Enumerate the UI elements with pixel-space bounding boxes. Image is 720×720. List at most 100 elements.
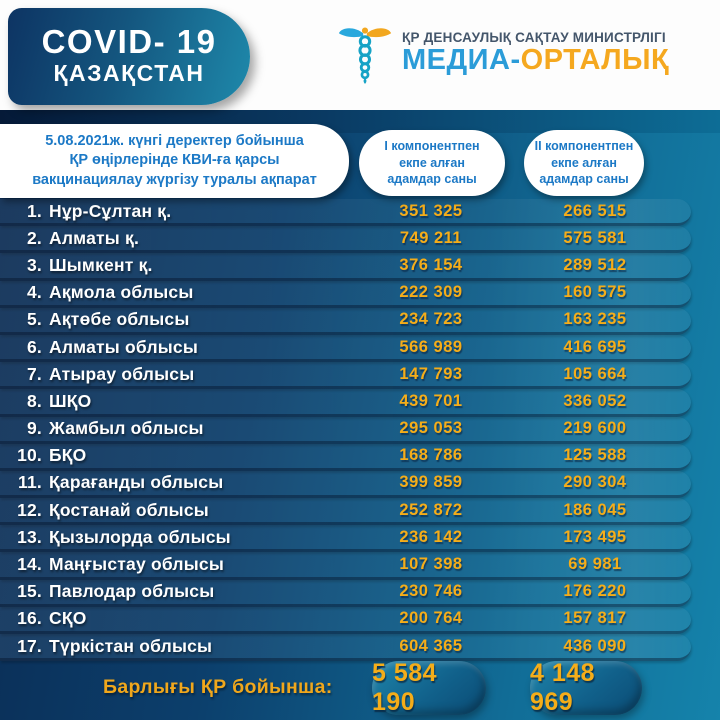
region-name: Жамбыл облысы	[49, 418, 204, 439]
covid19-kazakhstan-badge: COVID- 19 ҚАЗАҚСТАН	[8, 8, 250, 105]
region-number: 11.	[18, 472, 42, 493]
dose1-value: 749 211	[399, 228, 463, 247]
column-header-dose2: II компонентпен екпе алған адамдар саны	[524, 130, 644, 196]
dose1-value: 236 142	[399, 527, 463, 546]
dose2-value: 266 515	[563, 201, 627, 220]
total-dose1-pill: 5 584 190	[372, 659, 486, 716]
total-dose2-pill: 4 148 969	[530, 659, 642, 716]
region-number: 12.	[17, 499, 42, 520]
column-header-dose1-line2: екпе алған	[399, 155, 465, 170]
region-number: 6.	[27, 336, 42, 357]
region-number: 13.	[17, 526, 42, 547]
region-name: Атырау облысы	[49, 363, 195, 384]
column-header-dose1-line3: адамдар саны	[387, 172, 477, 187]
region-number: 9.	[27, 418, 42, 439]
region-number: 7.	[27, 363, 42, 384]
dose1-value: 376 154	[399, 255, 463, 274]
table-row: 14. Маңғыстау облысы 107 398 69 981	[0, 552, 691, 580]
region-label: 13. Қызылорда облысы	[0, 527, 231, 548]
report-info-box: 5.08.2021ж. күнгі деректер бойынша ҚР өң…	[0, 124, 349, 198]
column-header-dose2-line1: II компонентпен	[534, 139, 634, 154]
region-number: 3.	[27, 254, 42, 275]
region-name: Қостанай облысы	[49, 499, 209, 520]
table-row: 11. Қарағанды облысы 399 859 290 304	[0, 470, 691, 499]
region-name: Павлодар облысы	[49, 581, 215, 602]
dose2-value: 186 045	[563, 500, 627, 519]
media-center-name-blue: МЕДИА-	[402, 44, 521, 77]
table-row: 9. Жамбыл облысы 295 053 219 600	[0, 416, 691, 444]
dose1-value: 230 746	[399, 582, 463, 601]
dose1-value: 351 325	[399, 201, 463, 220]
region-name: Нұр-Сұлтан қ.	[49, 200, 172, 221]
column-header-dose1-line1: I компонентпен	[384, 139, 480, 154]
region-label: 2. Алматы қ.	[0, 228, 139, 249]
total-dose2-value: 4 148 969	[530, 659, 596, 716]
dose1-value: 147 793	[399, 364, 463, 383]
dose2-value: 290 304	[563, 473, 627, 492]
region-label: 1. Нұр-Сұлтан қ.	[0, 201, 171, 222]
dose2-value: 336 052	[563, 391, 627, 410]
ministry-name: ҚР ДЕНСАУЛЫҚ САҚТАУ МИНИСТРЛІГІ	[402, 29, 666, 45]
region-name: Қарағанды облысы	[49, 472, 224, 493]
region-name: Алматы қ.	[49, 227, 140, 248]
dose1-value: 566 989	[399, 337, 463, 356]
region-label: 10. БҚО	[0, 445, 86, 466]
info-line-3: вакцинациялау жүргізу туралы ақпарат	[32, 171, 317, 188]
region-name: БҚО	[49, 445, 87, 466]
region-label: 14. Маңғыстау облысы	[0, 554, 224, 575]
region-label: 9. Жамбыл облысы	[0, 418, 204, 439]
dose2-value: 160 575	[563, 283, 627, 302]
region-number: 2.	[27, 227, 42, 248]
badge-title: COVID- 19	[41, 23, 217, 61]
dose1-value: 107 398	[399, 555, 463, 574]
table-row: 1. Нұр-Сұлтан қ. 351 325 266 515	[0, 199, 691, 227]
dose2-value: 176 220	[563, 582, 627, 601]
badge-subtitle: ҚАЗАҚСТАН	[53, 60, 205, 87]
region-label: 7. Атырау облысы	[0, 364, 194, 385]
info-line-1: 5.08.2021ж. күнгі деректер бойынша	[45, 133, 304, 150]
region-label: 12. Қостанай облысы	[0, 500, 209, 521]
table-row: 12. Қостанай облысы 252 872 186 045	[0, 498, 691, 526]
region-name: ШҚО	[49, 390, 92, 411]
column-header-dose2-line2: екпе алған	[551, 155, 617, 170]
region-label: 5. Ақтөбе облысы	[0, 309, 189, 330]
table-row: 16. СҚО 200 764 157 817	[0, 606, 691, 634]
region-number: 4.	[27, 282, 42, 303]
table-row: 13. Қызылорда облысы 236 142 173 495	[0, 525, 691, 553]
region-number: 10.	[17, 445, 42, 466]
region-number: 16.	[17, 608, 42, 629]
dose2-value: 416 695	[563, 337, 627, 356]
region-label: 3. Шымкент қ.	[0, 255, 153, 276]
vaccination-table: 1. Нұр-Сұлтан қ. 351 325 266 515 2. Алматы қ.…	[0, 199, 691, 662]
table-row: 15. Павлодар облысы 230 746 176 220	[0, 579, 691, 607]
dose2-value: 436 090	[563, 636, 627, 655]
region-number: 8.	[27, 390, 42, 411]
column-header-dose1: I компонентпен екпе алған адамдар саны	[359, 130, 505, 196]
region-label: 6. Алматы облысы	[0, 337, 198, 358]
dose2-value: 125 588	[563, 446, 627, 465]
dose1-value: 168 786	[399, 446, 463, 465]
region-number: 1.	[27, 200, 42, 221]
dose2-value: 105 664	[563, 364, 627, 383]
dose1-value: 200 764	[399, 609, 463, 628]
dose1-value: 439 701	[399, 391, 463, 410]
region-number: 15.	[17, 581, 42, 602]
table-row: 3. Шымкент қ. 376 154 289 512	[0, 253, 691, 281]
table-row: 2. Алматы қ. 749 211 575 581	[0, 226, 691, 254]
dose1-value: 222 309	[399, 283, 463, 302]
logo-text: ҚР ДЕНСАУЛЫҚ САҚТАУ МИНИСТРЛІГІ МЕДИА-ОР…	[402, 29, 669, 78]
media-center-name-orange: ОРТАЛЫҚ	[520, 44, 670, 77]
table-row: 8. ШҚО 439 701 336 052	[0, 389, 691, 417]
media-center-name: МЕДИА-ОРТАЛЫҚ	[402, 45, 669, 77]
table-row: 5. Ақтөбе облысы 234 723 163 235	[0, 307, 691, 335]
region-name: Алматы облысы	[49, 336, 198, 357]
region-name: Ақтөбе облысы	[49, 309, 190, 330]
region-name: Шымкент қ.	[49, 254, 153, 275]
region-label: 17. Түркістан облысы	[0, 636, 212, 657]
dose1-value: 252 872	[399, 500, 463, 519]
region-name: СҚО	[49, 608, 87, 629]
total-dose1-value: 5 584 190	[372, 659, 438, 716]
table-row: 7. Атырау облысы 147 793 105 664	[0, 362, 691, 390]
region-label: 8. ШҚО	[0, 391, 91, 412]
table-row: 10. БҚО 168 786 125 588	[0, 443, 691, 471]
